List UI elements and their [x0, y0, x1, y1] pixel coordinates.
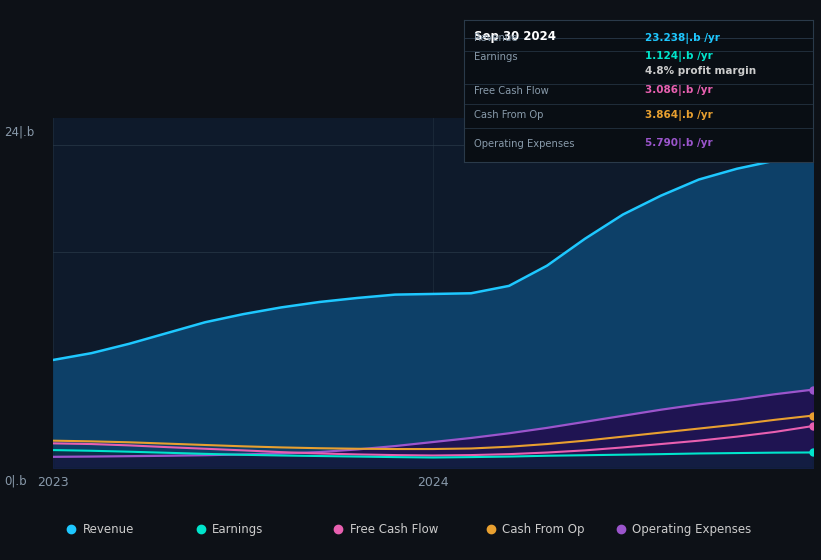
Text: 3.086|.b /yr: 3.086|.b /yr — [645, 86, 713, 96]
Text: Cash From Op: Cash From Op — [502, 522, 585, 536]
Text: Earnings: Earnings — [213, 522, 264, 536]
Text: Revenue: Revenue — [475, 33, 518, 43]
Text: Earnings: Earnings — [475, 52, 518, 62]
Text: 0|.b: 0|.b — [4, 474, 27, 487]
Text: Operating Expenses: Operating Expenses — [632, 522, 751, 536]
Text: Sep 30 2024: Sep 30 2024 — [475, 30, 557, 43]
Text: 5.790|.b /yr: 5.790|.b /yr — [645, 138, 713, 150]
Text: Revenue: Revenue — [82, 522, 134, 536]
Text: 24|.b: 24|.b — [4, 126, 34, 139]
Text: Operating Expenses: Operating Expenses — [475, 139, 575, 149]
Text: 3.864|.b /yr: 3.864|.b /yr — [645, 110, 713, 121]
Text: 4.8% profit margin: 4.8% profit margin — [645, 66, 756, 76]
Text: 23.238|.b /yr: 23.238|.b /yr — [645, 32, 720, 44]
Text: Cash From Op: Cash From Op — [475, 110, 544, 120]
Text: Free Cash Flow: Free Cash Flow — [475, 86, 549, 96]
Text: Free Cash Flow: Free Cash Flow — [350, 522, 438, 536]
Text: 1.124|.b /yr: 1.124|.b /yr — [645, 51, 713, 62]
